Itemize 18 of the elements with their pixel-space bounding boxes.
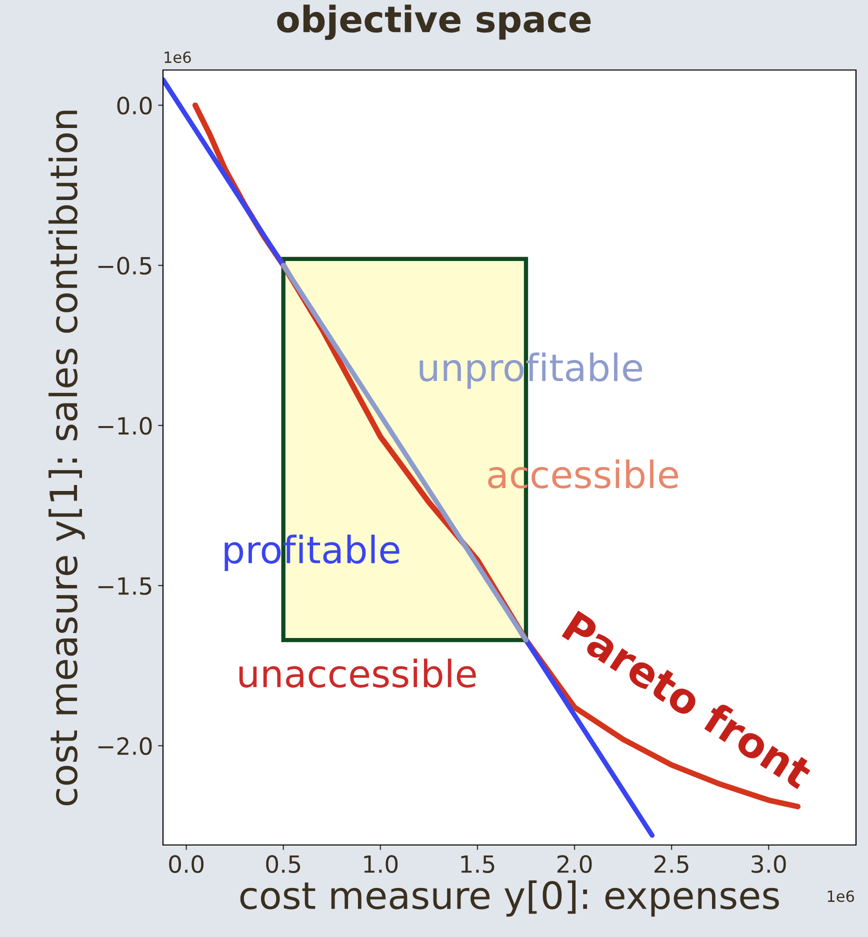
x-axis-title: cost measure y[0]: expenses <box>240 880 779 917</box>
y-tick-label: −0.5 <box>98 256 152 275</box>
annotation: unaccessible <box>239 658 476 688</box>
x-tick-label: 3.0 <box>752 855 786 873</box>
x-tick-label: 2.5 <box>654 855 688 873</box>
y-tick-label: 0.0 <box>117 96 152 115</box>
x-tick-label: 1.0 <box>364 855 398 873</box>
x-tick-label: 0.5 <box>266 855 300 873</box>
x-tick-label: 1.5 <box>461 855 494 873</box>
y-tick-label: −1.0 <box>98 416 152 435</box>
chart-title: objective space <box>277 4 591 40</box>
y-tick-label: −1.5 <box>98 577 152 595</box>
text: 1e6 <box>164 51 191 64</box>
x-tick-label: 2.0 <box>557 855 592 873</box>
y-tick-label: −2.0 <box>98 737 152 756</box>
text: 1e6 <box>828 890 854 902</box>
y-axis-title: cost measure y[1]: sales contribution <box>48 110 85 806</box>
x-tick-label: 0.0 <box>169 855 204 873</box>
